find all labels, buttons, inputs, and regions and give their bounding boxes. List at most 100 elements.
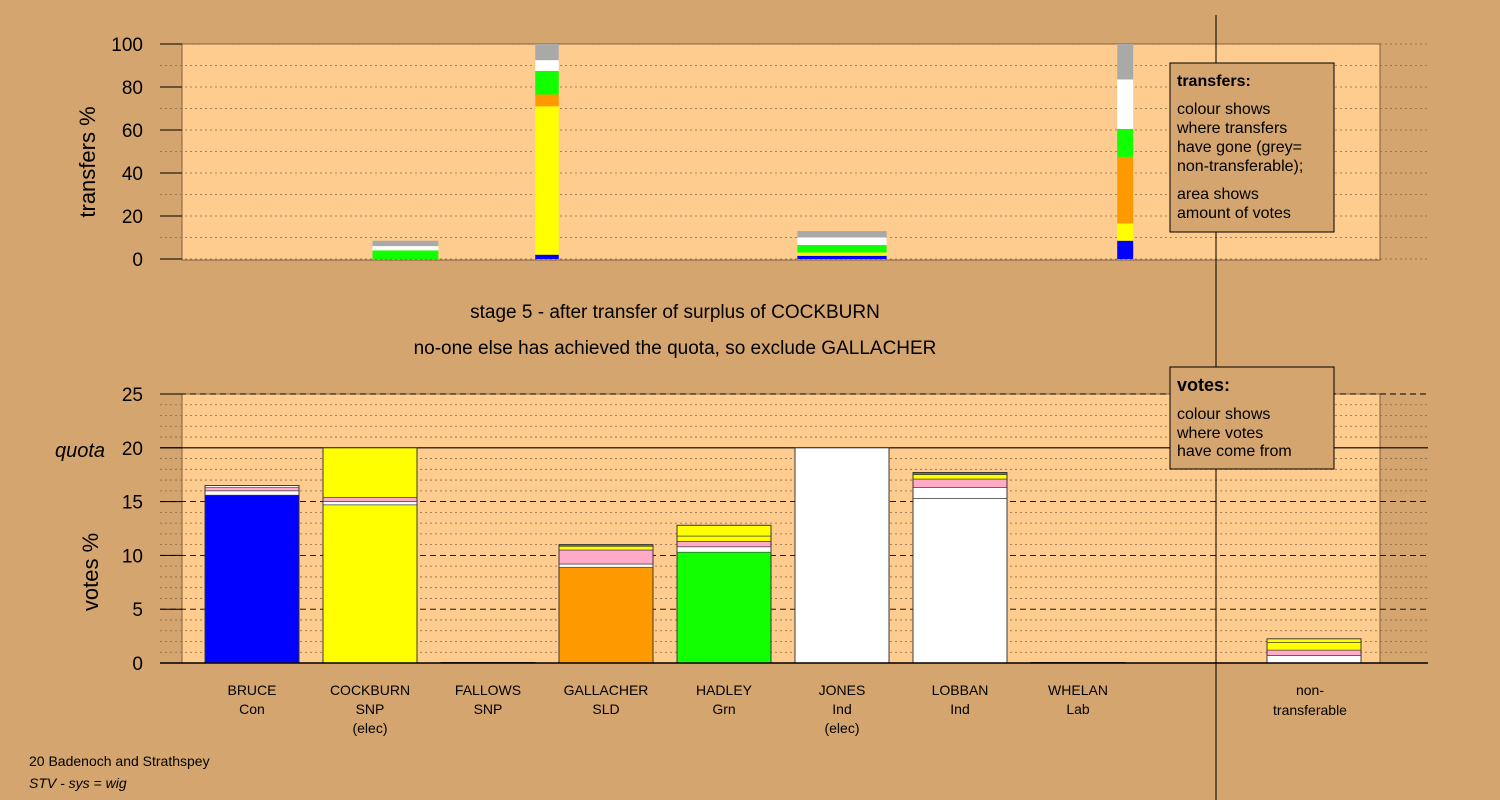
candidate-name: LOBBAN [932,682,989,698]
candidate-name: WHELAN [1048,682,1108,698]
bar-segment [797,237,887,246]
candidate-labels: BRUCE Con COCKBURN SNP (elec) FALLOWS SNP GALLA… [227,682,1107,736]
bar-segment [535,60,559,71]
bar-segment [558,549,654,565]
candidate-name: COCKBURN [330,682,410,698]
bar-segment [372,250,439,259]
transfers-legend-title: transfers: [1177,73,1251,90]
transfers-legend-line: have gone (grey= [1177,139,1302,156]
candidate-party: Lab [1066,701,1090,717]
bar-stack [558,544,654,664]
candidate-party: Grn [712,701,735,717]
bar-segment [797,231,887,238]
bar-segment [1117,79,1134,129]
transfers-legend-line: amount of votes [1177,205,1291,222]
y-tick-label: 0 [132,654,143,675]
bar-segment [535,254,559,259]
bar-stack [322,447,418,664]
candidate-party: SNP [474,701,503,717]
bar-stack [372,240,439,259]
stage-action: no-one else has achieved the quota, so e… [414,338,937,359]
bar-stack [797,231,887,259]
y-tick-label: 25 [122,385,143,406]
nontransferable-label-line2: transferable [1273,702,1347,718]
candidate-name: FALLOWS [455,682,521,698]
bar-stack [204,485,300,664]
y-tick-label: 20 [122,439,143,460]
bar-stack [794,447,890,664]
candidate-name: GALLACHER [564,682,649,698]
bar-segment [558,563,654,568]
candidate-party: SNP [356,701,385,717]
candidate-name: BRUCE [227,682,276,698]
y-tick-label: 60 [122,121,143,142]
bar-stack [535,44,559,259]
quota-label: quota [55,440,105,462]
bar-stack [676,524,772,664]
bar-segment [676,535,772,542]
candidate-party: Ind [832,701,851,717]
votes-y-axis-label: votes % [78,533,103,611]
bar-segment [676,551,772,664]
bar-segment [1266,638,1362,643]
transfers-legend: transfers: colour shows where transfers … [1169,62,1335,233]
bar-segment [1117,128,1134,157]
bar-segment [912,498,1008,664]
transfers-bars [372,44,1134,259]
system-footer: STV - sys = wig [29,775,127,791]
y-tick-label: 15 [122,493,143,514]
nontransferable-label-line1: non- [1296,682,1324,698]
y-tick-label: 100 [111,35,143,56]
transfers-y-ticks: 0 20 40 60 80 100 [111,35,182,271]
bar-segment [676,546,772,553]
votes-legend: votes: colour shows where votes have com… [1169,366,1335,470]
bar-segment [676,541,772,548]
bar-segment [797,255,887,259]
bar-stack [1266,638,1362,664]
bar-segment [676,524,772,537]
stage-title: stage 5 - after transfer of surplus of C… [470,302,880,323]
bar-segment [372,240,439,247]
bar-segment [1266,655,1362,664]
votes-legend-line: colour shows [1177,406,1270,423]
bar-segment [535,94,559,107]
votes-legend-line: where votes [1176,425,1263,442]
bar-segment [1117,240,1134,259]
votes-legend-title: votes: [1177,375,1230,395]
bar-segment [797,252,887,256]
transfers-y-axis-label: transfers % [75,106,100,217]
y-tick-label: 20 [122,207,143,228]
candidate-status: (elec) [824,720,859,736]
bar-stack [1117,44,1134,259]
bar-segment [797,245,887,253]
bar-segment [1266,649,1362,656]
y-tick-label: 40 [122,164,143,185]
candidate-party: Con [239,701,265,717]
bar-segment [1117,156,1134,224]
bar-segment [912,474,1008,480]
bar-segment [204,487,300,492]
bar-segment [794,447,890,664]
y-tick-label: 5 [132,600,143,621]
bar-segment [558,566,654,664]
transfers-legend-line: where transfers [1176,120,1287,137]
y-tick-label: 10 [122,546,143,567]
transfers-legend-line: colour shows [1177,101,1270,118]
transfers-legend-line: non-transferable); [1177,158,1303,175]
bar-segment [535,44,559,61]
bar-segment [558,545,654,551]
bar-segment [535,106,559,255]
transfers-legend-line: area shows [1177,186,1259,203]
bar-segment [1117,223,1134,241]
bar-segment [1117,44,1134,80]
candidate-party: SLD [592,701,619,717]
constituency-footer: 20 Badenoch and Strathspey [29,753,210,769]
bar-stack [912,472,1008,664]
candidate-name: HADLEY [696,682,753,698]
bar-segment [204,490,300,496]
bar-segment [372,246,439,251]
candidate-status: (elec) [352,720,387,736]
bar-segment [1266,642,1362,651]
votes-y-ticks: 0 5 10 15 20 25 [122,385,182,675]
